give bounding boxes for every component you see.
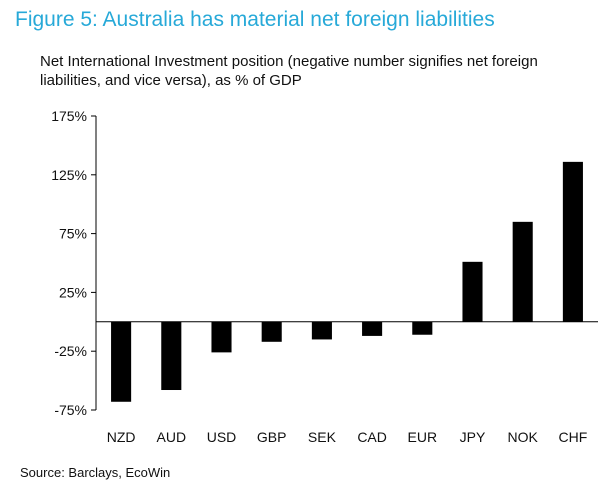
x-tick-label: CHF	[559, 429, 588, 445]
bar-aud	[161, 321, 182, 391]
y-tick-label: 175%	[51, 108, 87, 124]
x-tick-label: NZD	[107, 429, 136, 445]
bar-chf	[562, 161, 583, 322]
chart-title: Figure 5: Australia has material net for…	[15, 8, 495, 31]
x-tick-label: CAD	[357, 429, 387, 445]
y-tick-label: 75%	[59, 226, 87, 242]
chart-subtitle: Net International Investment position (n…	[40, 53, 538, 89]
y-tick-label: 25%	[59, 284, 87, 300]
bar-sek	[311, 321, 332, 340]
source-note: Source: Barclays, EcoWin	[20, 465, 171, 480]
bar-nzd	[111, 321, 132, 402]
x-tick-label: NOK	[508, 429, 539, 445]
bar-eur	[412, 321, 433, 335]
x-tick-label: EUR	[408, 429, 438, 445]
bar-gbp	[261, 321, 282, 342]
y-tick-label: -25%	[54, 343, 87, 359]
x-tick-label: SEK	[308, 429, 337, 445]
y-tick-label: -75%	[54, 402, 87, 418]
x-tick-label: USD	[207, 429, 237, 445]
bars	[111, 161, 583, 402]
y-tick-label: 125%	[51, 167, 87, 183]
bar-nok	[512, 221, 533, 322]
bar-jpy	[462, 261, 483, 322]
bar-cad	[362, 321, 383, 336]
y-axis: -75% -25% 25% 75% 125% 175%	[51, 108, 97, 418]
bar-usd	[211, 321, 232, 353]
x-tick-label: GBP	[257, 429, 287, 445]
x-tick-label: JPY	[460, 429, 486, 445]
x-tick-label: AUD	[157, 429, 187, 445]
